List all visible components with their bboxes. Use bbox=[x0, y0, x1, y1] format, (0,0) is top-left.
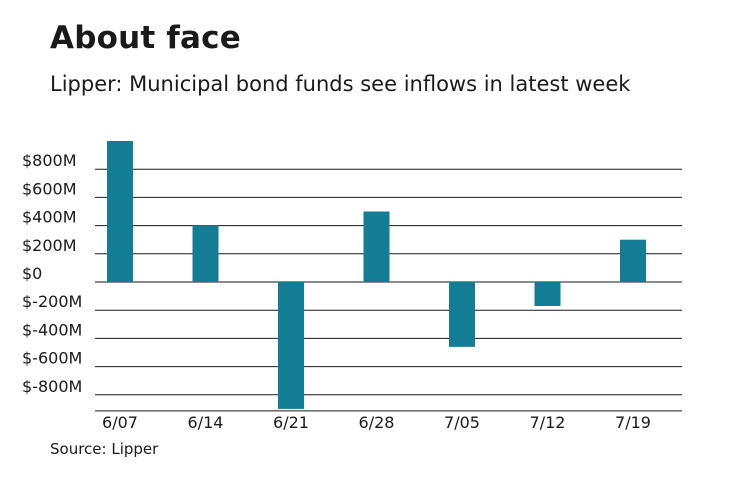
y-tick-label: $800M bbox=[22, 151, 77, 170]
x-tick-label: 7/19 bbox=[615, 413, 651, 432]
x-tick-label: 6/14 bbox=[188, 413, 224, 432]
gridlines bbox=[95, 168, 682, 412]
x-axis-tick-labels: 6/07 6/14 6/21 6/28 7/05 7/12 7/19 bbox=[102, 413, 651, 432]
y-tick-label: $-200M bbox=[22, 292, 82, 311]
x-tick-label: 7/12 bbox=[530, 413, 566, 432]
bar-6-07 bbox=[107, 141, 133, 282]
x-tick-label: 6/07 bbox=[102, 413, 138, 432]
bar-6-14 bbox=[192, 225, 219, 282]
y-tick-label: $400M bbox=[22, 208, 77, 227]
chart-subtitle: Lipper: Municipal bond funds see inflows… bbox=[50, 72, 631, 96]
source-note: Source: Lipper bbox=[50, 440, 159, 458]
y-tick-label: $600M bbox=[22, 179, 77, 198]
bar-6-21 bbox=[278, 282, 304, 409]
bar-7-12 bbox=[534, 282, 561, 306]
y-tick-label: $-400M bbox=[22, 320, 82, 339]
bar-7-19 bbox=[620, 239, 646, 282]
bar-7-05 bbox=[449, 282, 475, 347]
x-tick-label: 7/05 bbox=[444, 413, 480, 432]
bar-6-28 bbox=[363, 211, 390, 282]
y-tick-label: $0 bbox=[22, 264, 42, 283]
y-tick-label: $-800M bbox=[22, 377, 82, 396]
y-tick-label: $200M bbox=[22, 236, 77, 255]
y-axis-tick-labels: $800M $600M $400M $200M $0 $-200M $-400M $-600M… bbox=[22, 151, 82, 396]
bars bbox=[107, 141, 646, 409]
x-tick-label: 6/28 bbox=[359, 413, 395, 432]
chart-title: About face bbox=[50, 20, 241, 56]
x-tick-label: 6/21 bbox=[273, 413, 309, 432]
y-tick-label: $-600M bbox=[22, 349, 82, 368]
